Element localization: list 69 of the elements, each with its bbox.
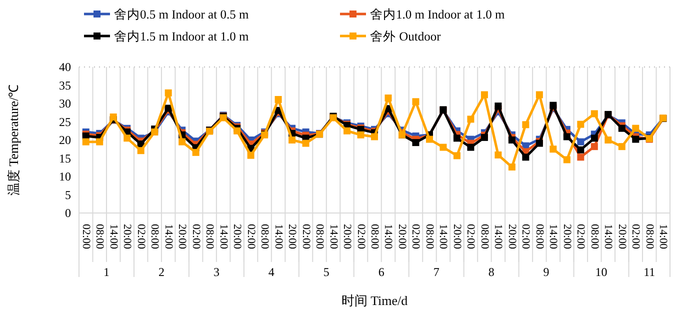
x-tick-label: 08:00 (258, 224, 271, 250)
legend-label: 舍内1.5 m Indoor at 1.0 m (114, 30, 249, 44)
x-tick-label: 02:00 (300, 224, 312, 250)
y-tick-label: 25 (59, 114, 71, 129)
x-tick-label: 14:00 (547, 224, 560, 250)
x-tick-label: 08:00 (368, 224, 380, 250)
text: 7 (433, 265, 440, 279)
text: 9 (543, 265, 550, 279)
x-tick-label: 20:00 (231, 224, 244, 250)
y-tick-label: 10 (59, 170, 71, 184)
x-tick-label: 14:00 (382, 224, 394, 250)
y-tick-label: 20 (59, 133, 71, 147)
x-tick-label: 02:00 (80, 224, 92, 250)
text: 10 (595, 265, 608, 279)
x-tick-label: 08:00 (533, 224, 546, 250)
x-tick-label: 14:00 (272, 224, 284, 250)
x-tick-label: 02:00 (630, 224, 642, 250)
x-tick-label: 08:00 (148, 224, 161, 250)
text: 1 (103, 265, 110, 279)
x-tick-label: 14:00 (327, 224, 340, 250)
x-tick-label: 20:00 (450, 224, 463, 250)
x-tick-label: 02:00 (464, 224, 477, 250)
x-tick-label: 14:00 (657, 224, 670, 250)
text: 4 (268, 265, 274, 279)
x-tick-label: 20:00 (396, 224, 408, 250)
y-tick-label: 5 (65, 188, 71, 202)
x-tick-label: 20:00 (560, 224, 573, 250)
text: 11 (644, 265, 656, 279)
x-tick-label: 20:00 (616, 224, 628, 250)
text: 3 (213, 265, 220, 279)
x-tick-label: 08:00 (314, 224, 326, 250)
x-tick-label: 14:00 (602, 224, 614, 250)
x-tick-label: 08:00 (478, 224, 490, 250)
y-tick-label: 0 (65, 206, 71, 220)
x-tick-label: 14:00 (217, 224, 230, 250)
x-tick-label: 02:00 (354, 224, 367, 250)
x-tick-label: 02:00 (134, 224, 147, 250)
x-tick-label: 20:00 (506, 224, 518, 250)
x-axis-title: 时间 Time/d (341, 293, 408, 308)
text: 8 (488, 265, 494, 279)
y-tick-label: 40 (59, 60, 71, 74)
x-tick-label: 20:00 (341, 224, 354, 250)
x-tick-label: 02:00 (574, 224, 587, 250)
x-tick-label: 20:00 (286, 224, 298, 250)
text: 6 (378, 265, 384, 279)
legend-label: 舍内0.5 m Indoor at 0.5 m (114, 8, 249, 22)
x-tick-label: 02:00 (520, 224, 532, 250)
x-tick-label: 08:00 (643, 224, 656, 250)
x-tick-label: 02:00 (190, 224, 202, 250)
x-tick-label: 08:00 (94, 224, 106, 250)
x-tick-label: 20:00 (121, 224, 134, 250)
x-tick-label: 08:00 (204, 224, 216, 250)
text: 5 (323, 265, 330, 279)
x-tick-label: 14:00 (492, 224, 504, 250)
x-tick-label: 14:00 (107, 224, 120, 250)
x-tick-label: 02:00 (244, 224, 257, 250)
x-tick-label: 20:00 (176, 224, 188, 250)
y-axis-title: 温度 Temperature/℃ (6, 84, 21, 196)
legend-label: 舍外 Outdoor (370, 30, 442, 44)
x-tick-label: 08:00 (588, 224, 600, 250)
x-tick-label: 14:00 (437, 224, 450, 250)
x-tick-label: 14:00 (162, 224, 174, 250)
x-tick-label: 08:00 (423, 224, 436, 250)
y-tick-label: 30 (59, 96, 71, 110)
text: 2 (158, 265, 164, 279)
y-tick-label: 15 (59, 151, 71, 166)
x-tick-label: 02:00 (410, 224, 422, 250)
y-tick-label: 35 (59, 78, 71, 92)
legend-label: 舍内1.0 m Indoor at 1.0 m (370, 8, 505, 22)
